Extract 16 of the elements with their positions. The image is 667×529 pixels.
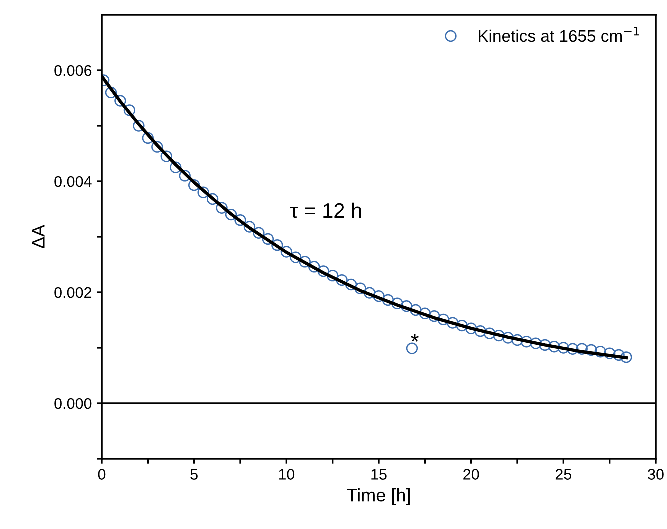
- x-axis-title: Time [h]: [347, 488, 410, 506]
- x-tick-label: 0: [98, 469, 106, 480]
- legend-label: Kinetics at 1655 cm$^{−1}$: [479, 27, 640, 42]
- x-tick-label: 30: [648, 469, 664, 480]
- y-tick-label: 0.002: [54, 287, 92, 298]
- x-tick-label: 5: [190, 469, 198, 480]
- x-tick-label: 25: [556, 469, 572, 480]
- annotation: τ = 12 h: [290, 202, 362, 218]
- x-tick-label: 15: [372, 469, 387, 480]
- y-tick-label: 0.006: [54, 65, 92, 76]
- y-tick-label: 0.004: [54, 176, 92, 188]
- x-tick-label: 20: [464, 469, 480, 480]
- x-tick-label: 10: [279, 469, 295, 480]
- y-tick-label: 0.000: [54, 398, 92, 410]
- y-axis-title: ΔA: [32, 224, 45, 249]
- annotation: *: [411, 334, 419, 342]
